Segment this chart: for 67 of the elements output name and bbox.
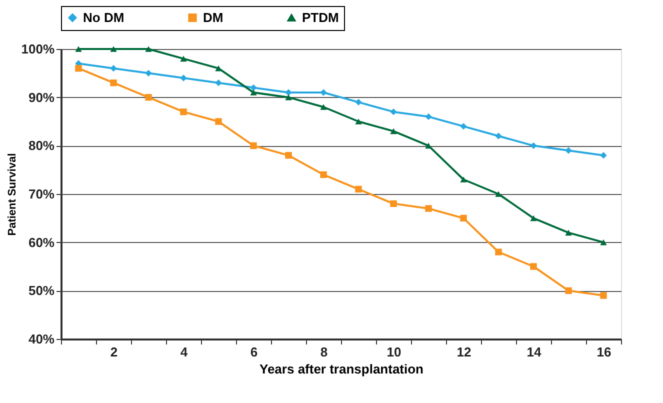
y-tick-label: 70%	[28, 186, 55, 202]
legend-label: PTDM	[302, 10, 339, 25]
point	[530, 215, 537, 222]
point	[460, 214, 467, 222]
point	[460, 122, 467, 130]
point	[425, 113, 432, 120]
point	[320, 89, 327, 96]
point	[320, 104, 327, 110]
point	[215, 118, 222, 125]
point	[530, 263, 537, 270]
x-tick-label: 14	[526, 344, 542, 360]
x-tick-label: 6	[250, 344, 258, 360]
point	[425, 142, 432, 149]
point	[110, 46, 117, 52]
x-tick-label: 8	[320, 344, 328, 360]
point	[285, 89, 292, 96]
point	[425, 205, 432, 212]
point	[145, 70, 152, 77]
x-tick-label: 16	[596, 344, 612, 360]
point	[145, 46, 152, 52]
y-tick-label: 80%	[28, 138, 55, 154]
point	[565, 287, 572, 294]
point	[600, 292, 607, 299]
point	[145, 94, 152, 101]
point	[495, 248, 502, 256]
x-axis-title: Years after transplantation	[260, 362, 424, 376]
point	[75, 46, 82, 52]
point	[320, 171, 327, 178]
point	[600, 239, 607, 246]
point	[390, 200, 397, 208]
point	[250, 84, 257, 92]
y-tick-label: 90%	[28, 90, 55, 105]
point	[600, 152, 607, 159]
x-tick-label: 10	[386, 344, 402, 360]
point	[180, 56, 187, 62]
point	[390, 128, 397, 134]
point	[495, 132, 502, 140]
y-tick-label: 100%	[21, 42, 55, 56]
point	[180, 108, 187, 116]
y-tick-label: 50%	[28, 283, 55, 298]
point	[355, 98, 362, 106]
point	[250, 90, 257, 96]
point	[565, 230, 572, 236]
point	[75, 64, 82, 72]
point	[390, 108, 397, 116]
point	[460, 176, 467, 182]
point	[285, 152, 292, 159]
legend-label: DM	[203, 10, 224, 25]
x-tick-label: 4	[180, 344, 188, 360]
x-tick-label: 12	[456, 344, 472, 360]
point	[110, 64, 117, 72]
y-axis-title: Patient Survival	[6, 153, 18, 236]
y-tick-label: 40%	[28, 332, 55, 346]
point	[565, 147, 572, 154]
point	[495, 191, 502, 197]
point	[285, 94, 292, 100]
point	[530, 142, 537, 150]
point	[250, 142, 257, 150]
legend-label: No DM	[83, 10, 124, 25]
point	[180, 74, 187, 82]
point	[215, 65, 222, 72]
point	[215, 79, 222, 86]
point	[355, 118, 362, 124]
x-tick-label: 2	[110, 344, 118, 360]
y-tick-label: 60%	[28, 234, 55, 250]
point	[355, 186, 362, 193]
point	[110, 79, 117, 86]
